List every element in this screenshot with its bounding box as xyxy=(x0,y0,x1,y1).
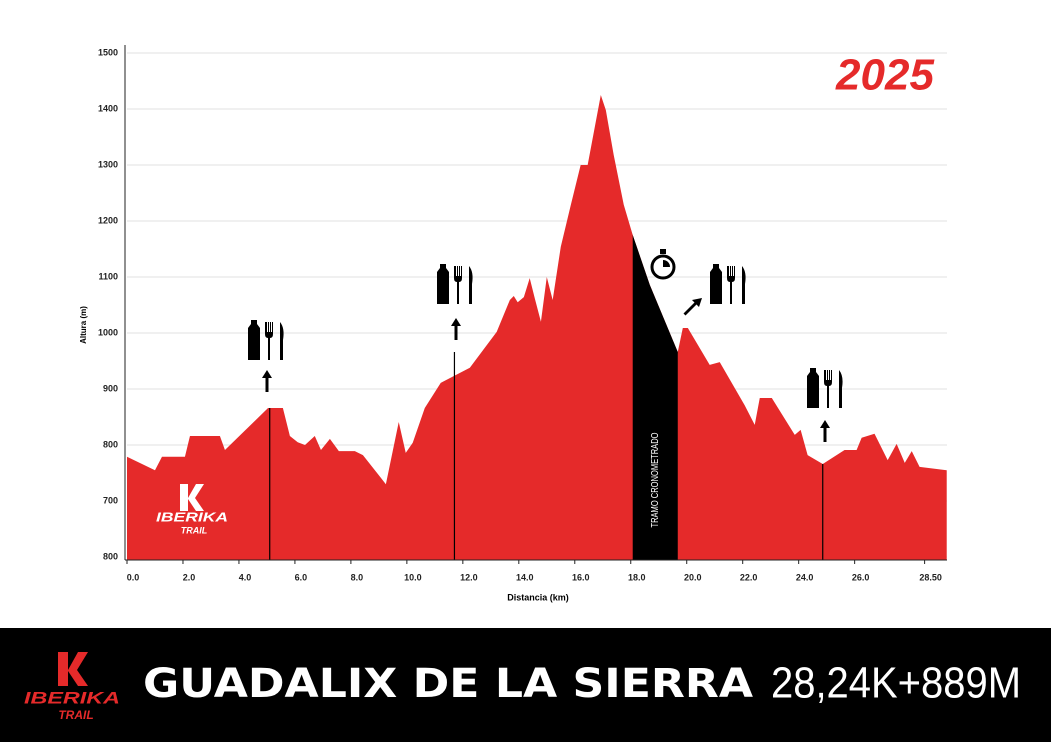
chart-logo: IBERIKA TRAIL xyxy=(156,484,228,535)
x-tick-label: 6.0 xyxy=(295,572,308,582)
x-axis-label: Distancia (km) xyxy=(507,592,569,602)
x-tick-label: 2.0 xyxy=(183,572,196,582)
elevation-area xyxy=(127,95,947,560)
y-tick-label: 1300 xyxy=(98,159,118,169)
x-tick-label: 20.0 xyxy=(684,572,702,582)
fork-icon xyxy=(727,266,735,304)
bottle-icon xyxy=(807,368,819,408)
y-tick-label: 1200 xyxy=(98,215,118,225)
stopwatch-face xyxy=(650,254,676,280)
x-tick-label: 8.0 xyxy=(351,572,364,582)
footer-band xyxy=(0,628,1051,742)
x-tick-label: 10.0 xyxy=(404,572,422,582)
aid-icons xyxy=(807,368,843,408)
x-tick-label: 22.0 xyxy=(740,572,758,582)
y-tick-label: 1400 xyxy=(98,103,118,113)
stopwatch-hand xyxy=(663,260,670,267)
x-tick-label: 18.0 xyxy=(628,572,646,582)
aid-icons xyxy=(437,264,473,304)
x-tick-label: 28.50 xyxy=(919,572,942,582)
aid-icons xyxy=(248,320,284,360)
x-tick-label: 12.0 xyxy=(460,572,478,582)
footer-logo: IBERIKA TRAIL xyxy=(24,652,120,722)
knife-icon xyxy=(839,370,843,408)
knife-icon xyxy=(280,322,284,360)
bottle-icon xyxy=(248,320,260,360)
stopwatch-icon xyxy=(650,249,676,280)
x-tick-label: 0.0 xyxy=(127,572,140,582)
arrow-icon xyxy=(683,298,702,316)
knife-icon xyxy=(469,266,473,304)
bottle-icon xyxy=(437,264,449,304)
logo-name: IBERIKA xyxy=(24,688,120,707)
timed-area xyxy=(632,235,678,560)
fork-icon xyxy=(454,266,462,304)
aid-icons xyxy=(710,264,746,304)
year: 2025 xyxy=(835,51,934,100)
logo-name: IBERIKA xyxy=(156,509,228,524)
logo-mark xyxy=(58,652,88,686)
fork-icon xyxy=(265,322,273,360)
knife-icon xyxy=(742,266,746,304)
y-tick-label: 1100 xyxy=(98,271,118,281)
logo-sub: TRAIL xyxy=(181,525,208,535)
x-tick-label: 14.0 xyxy=(516,572,534,582)
logo-sub: TRAIL xyxy=(58,708,93,722)
y-tick-label: 800 xyxy=(103,551,118,561)
bottle-icon xyxy=(710,264,722,304)
y-tick-label: 900 xyxy=(103,383,118,393)
arrow-icon xyxy=(262,370,272,392)
x-tick-label: 24.0 xyxy=(796,572,814,582)
stopwatch-top xyxy=(660,249,666,254)
fork-icon xyxy=(824,370,832,408)
x-tick-label: 26.0 xyxy=(852,572,870,582)
y-tick-label: 800 xyxy=(103,439,118,449)
arrow-icon xyxy=(820,420,830,442)
timed-label: TRAMO CRONOMETRADO xyxy=(650,432,661,527)
y-tick-label: 1000 xyxy=(98,327,118,337)
footer-title: GUADALIX DE LA SIERRA xyxy=(143,661,753,707)
x-tick-label: 16.0 xyxy=(572,572,590,582)
y-axis-label: Altura (m) xyxy=(79,306,88,344)
plot: 800 700 800 900 1000 1100 1200 1300 1400 1500 0.0 2… xyxy=(98,45,947,582)
footer-stats: 28,24K+889M xyxy=(771,659,1021,708)
arrow-icon xyxy=(451,318,461,340)
x-tick-label: 4.0 xyxy=(239,572,252,582)
y-tick-label: 1500 xyxy=(98,47,118,57)
logo-mark xyxy=(180,484,204,511)
y-tick-label: 700 xyxy=(103,495,118,505)
